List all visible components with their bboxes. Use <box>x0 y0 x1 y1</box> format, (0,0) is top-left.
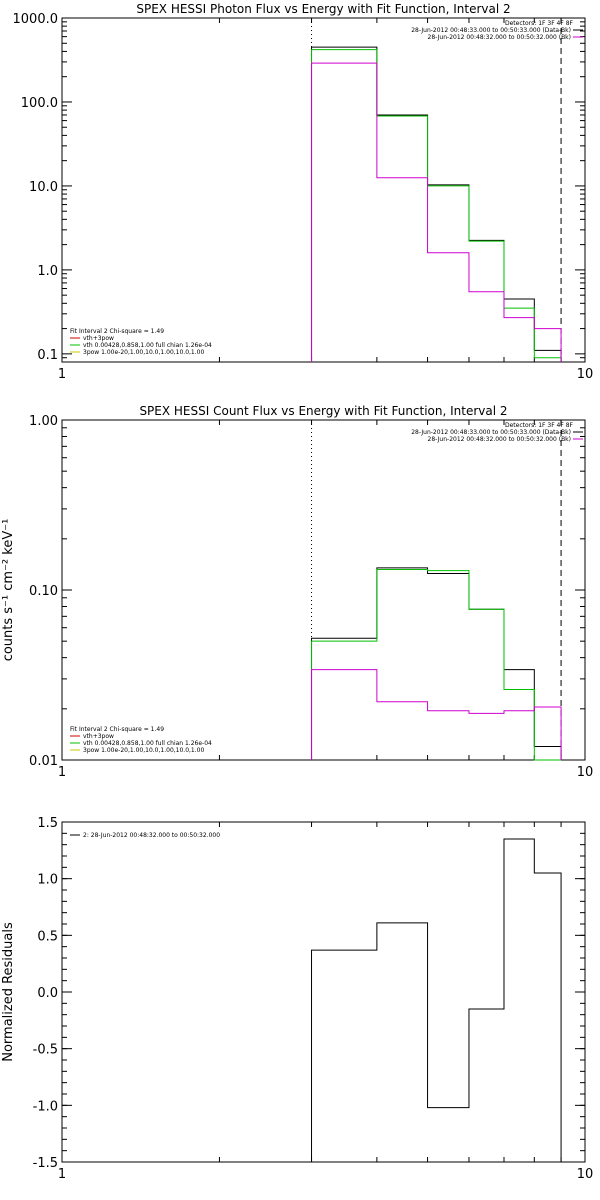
y-tick-label: 0.10 <box>29 584 58 599</box>
series-data-bk-line <box>311 567 562 760</box>
y-axis-label: counts s⁻¹ cm⁻² keV⁻¹ <box>1 519 16 662</box>
legend-entry-label: 3pow 1.00e-20,1.00,10.0,1.00,10.0,1.00 <box>83 747 204 754</box>
y-tick-label: -0.5 <box>33 1043 58 1058</box>
plot-title-1: SPEX HESSI Photon Flux vs Energy with Fi… <box>136 2 510 16</box>
x-tick-label: 10 <box>577 1167 594 1182</box>
plot-frame-3 <box>61 821 586 1163</box>
legend-entry-label: vth+3pow <box>83 733 114 740</box>
legend-entry-label: vth+3pow <box>83 335 114 342</box>
plot-title-2: SPEX HESSI Count Flux vs Energy with Fit… <box>139 404 507 418</box>
x-tick-label: 10 <box>577 367 594 382</box>
x-tick-label: 1 <box>58 1167 66 1182</box>
series-data-bk-line <box>311 46 562 362</box>
y-tick-label: -1.0 <box>33 1099 58 1114</box>
legend-fit-info: Fit Interval 2 Chi-square = 1.49 <box>70 726 164 733</box>
x-tick-label: 10 <box>577 765 594 780</box>
y-tick-label: -1.5 <box>33 1156 58 1171</box>
plot-frame-1 <box>61 17 586 363</box>
legend-detectors: Detectors: 1F 3F 4F 8F <box>505 422 574 429</box>
y-tick-label: 0.1 <box>37 348 58 363</box>
series-bk-line <box>311 669 562 760</box>
series-bk-line <box>311 62 562 362</box>
y-tick-label: 1.00 <box>29 414 58 429</box>
legend-entry-label: vth 0.00428,0.858,1.00 full chian 1.26e-… <box>83 740 212 747</box>
y-tick-label: 1.0 <box>37 873 58 888</box>
y-axis-label: Normalized Residuals <box>1 922 16 1062</box>
series-residuals-line <box>311 838 562 1162</box>
legend-entry-label: vth 0.00428,0.858,1.00 full chian 1.26e-… <box>83 342 212 349</box>
x-tick-label: 1 <box>58 765 66 780</box>
y-tick-label: 1000.0 <box>13 12 59 27</box>
y-tick-label: 10.0 <box>29 180 58 195</box>
x-tick-label: 1 <box>58 367 66 382</box>
legend-entry-label: 3pow 1.00e-20,1.00,10.0,1.00,10.0,1.00 <box>83 349 204 356</box>
plot-frame-2 <box>61 419 586 761</box>
y-tick-label: 1.5 <box>37 816 58 831</box>
legend-fit-info: Fit Interval 2 Chi-square = 1.49 <box>70 328 164 335</box>
series-fit-line <box>311 569 562 761</box>
series-fit-line <box>311 49 562 362</box>
y-tick-label: 1.0 <box>37 264 58 279</box>
legend-entry-label: 2: 28-Jun-2012 00:48:32.000 to 00:50:32.… <box>83 832 220 839</box>
legend-entry-label: 28-Jun-2012 00:48:32.000 to 00:50:32.000… <box>428 34 571 41</box>
legend-detectors: Detectors: 1F 3F 4F 8F <box>505 20 574 27</box>
y-tick-label: 0.5 <box>37 929 58 944</box>
y-tick-label: 0.0 <box>37 986 58 1001</box>
legend-entry-label: 28-Jun-2012 00:48:33.000 to 00:50:33.000… <box>411 429 571 436</box>
y-tick-label: 100.0 <box>21 96 58 111</box>
legend-entry-label: 28-Jun-2012 00:48:32.000 to 00:50:32.000… <box>428 436 571 443</box>
legend-entry-label: 28-Jun-2012 00:48:33.000 to 00:50:33.000… <box>411 27 571 34</box>
y-tick-label: 0.01 <box>29 754 58 769</box>
